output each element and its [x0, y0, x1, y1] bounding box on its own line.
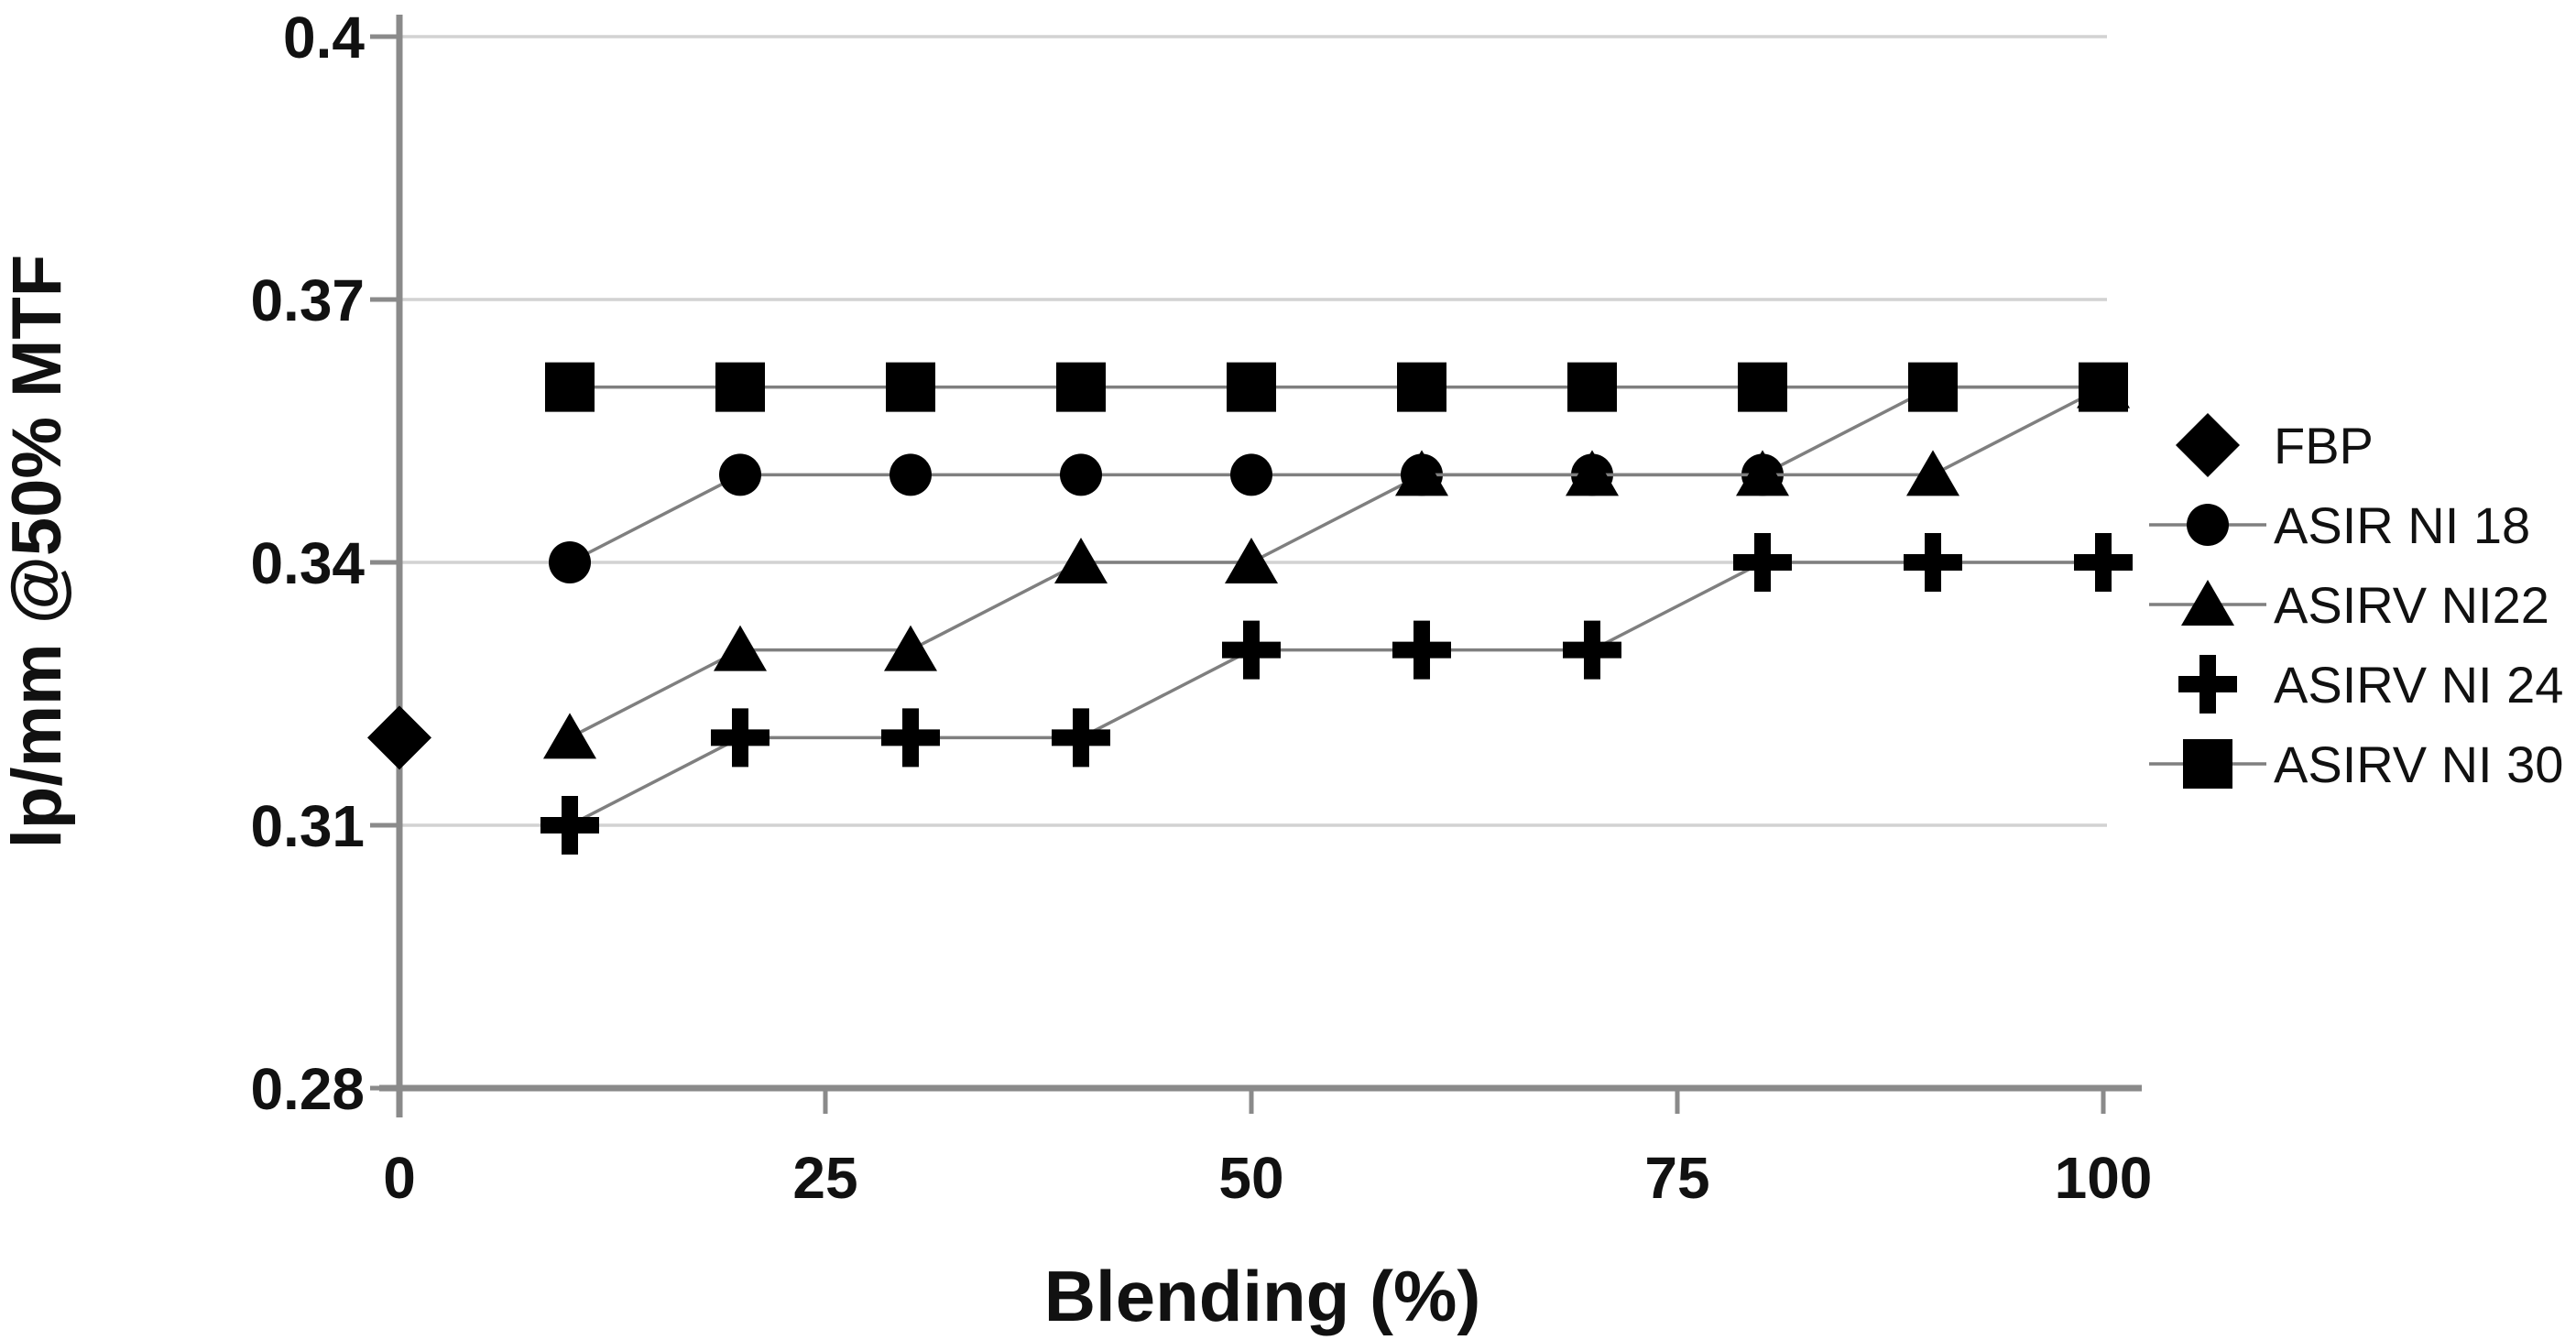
legend-label-asirv-ni-30: ASIRV NI 30 [2274, 735, 2563, 793]
asir-ni-18-marker [890, 453, 932, 496]
legend-marker-diamond-fbp [2176, 413, 2240, 477]
series-asirv-ni-24 [540, 533, 2133, 855]
asirv-ni22-marker [1225, 538, 1278, 583]
legend-label-asirv-ni22: ASIRV NI22 [2274, 576, 2549, 634]
asirv-ni-30-marker [1056, 362, 1106, 412]
legend-item-asirv-ni-24: ASIRV NI 24 [2178, 655, 2563, 714]
legend-item-fbp: FBP [2176, 413, 2374, 477]
asirv-ni22-marker [714, 625, 767, 671]
asirv-ni22-marker [1736, 450, 1789, 496]
asir-ni-18-marker [719, 453, 761, 496]
x-tick-label-0: 0 [383, 1145, 416, 1211]
asirv-ni-24-marker [711, 708, 770, 768]
x-tick-label-100: 100 [2055, 1145, 2153, 1211]
x-tick-label-25: 25 [792, 1145, 857, 1211]
asirv-ni-24-marker [1563, 620, 1621, 680]
asirv-ni-24-marker [881, 708, 940, 768]
legend-label-asirv-ni-24: ASIRV NI 24 [2274, 656, 2563, 714]
x-tick-label-75: 75 [1644, 1145, 1709, 1211]
y-tick-label-0.31: 0.31 [250, 793, 365, 859]
y-tick-label-0.34: 0.34 [250, 530, 365, 596]
asirv-ni22-marker [543, 713, 596, 759]
y-tick-label-0.28: 0.28 [250, 1056, 365, 1122]
fbp-marker [367, 705, 431, 770]
series-line-asirv-ni22 [569, 386, 2104, 739]
series-asirv-ni-30 [545, 362, 2128, 412]
asirv-ni-24-marker [540, 796, 599, 855]
asirv-ni-30-marker [715, 362, 765, 412]
x-axis-title: Blending (%) [1044, 1256, 1481, 1336]
legend-marker-plus-asirv-ni-24 [2178, 655, 2237, 714]
y-axis-title: lp/mm @50% MTF [0, 255, 76, 848]
asirv-ni22-marker [884, 625, 937, 671]
y-tick-label-0.37: 0.37 [250, 267, 365, 333]
asir-ni-18-marker [1060, 453, 1102, 496]
x-tick-label-50: 50 [1218, 1145, 1283, 1211]
asirv-ni22-marker [1566, 450, 1619, 496]
series-line-asirv-ni-24 [569, 561, 2103, 827]
data-series [367, 362, 2133, 855]
asirv-ni-24-marker [1222, 620, 1281, 680]
legend-item-asirv-ni22: ASIRV NI22 [2149, 576, 2549, 634]
legend-label-asir-ni-18: ASIR NI 18 [2274, 496, 2530, 554]
series-fbp [367, 705, 431, 770]
asirv-ni22-marker [1906, 450, 1959, 496]
asirv-ni22-marker [1054, 538, 1108, 583]
tick-labels: 0.28 0.31 0.34 0.37 0.4 0 25 50 75 100 [250, 5, 2152, 1211]
asir-ni-18-marker [1230, 453, 1272, 496]
axis-titles: Blending (%) lp/mm @50% MTF [0, 255, 1480, 1336]
legend: FBP ASIR NI 18 ASIRV NI22 ASIRV NI 24 ASIRV … [2149, 413, 2563, 793]
legend-marker-square-asirv-ni-30 [2183, 739, 2232, 789]
asirv-ni-30-marker [1227, 362, 1276, 412]
series-asirv-ni22 [543, 362, 2130, 759]
asirv-ni-24-marker [1392, 620, 1451, 680]
asirv-ni-24-marker [2074, 533, 2133, 592]
legend-item-asir-ni-18: ASIR NI 18 [2149, 496, 2530, 554]
asirv-ni-30-marker [886, 362, 935, 412]
legend-label-fbp: FBP [2274, 417, 2374, 474]
asirv-ni-30-marker [1567, 362, 1617, 412]
asirv-ni-30-marker [545, 362, 595, 412]
legend-marker-circle-asir-ni-18 [2187, 504, 2229, 546]
asirv-ni-24-marker [1052, 708, 1110, 768]
legend-item-asirv-ni-30: ASIRV NI 30 [2149, 735, 2563, 793]
asirv-ni-24-marker [1904, 533, 1962, 592]
asir-ni-18-marker [549, 541, 591, 583]
y-tick-label-0.4: 0.4 [283, 5, 365, 71]
asirv-ni-30-marker [2079, 362, 2128, 412]
series-line-asir-ni-18 [569, 385, 2103, 564]
asirv-ni-30-marker [1738, 362, 1787, 412]
asirv-ni-30-marker [1908, 362, 1958, 412]
asirv-ni-24-marker [1733, 533, 1792, 592]
legend-marker-triangle-asirv-ni22 [2181, 580, 2234, 626]
axes [370, 15, 2142, 1117]
asirv-ni-30-marker [1397, 362, 1446, 412]
asirv-ni22-marker [1395, 450, 1448, 496]
